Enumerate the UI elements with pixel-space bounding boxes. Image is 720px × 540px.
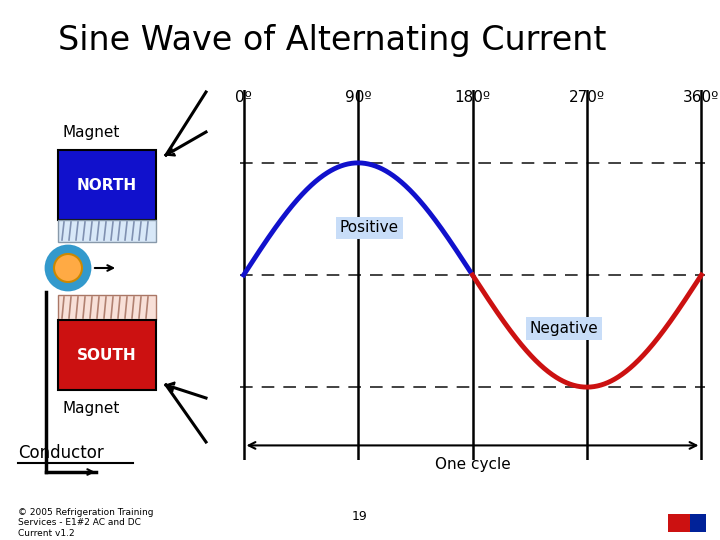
- FancyArrow shape: [166, 382, 175, 392]
- FancyArrow shape: [166, 147, 176, 156]
- Text: © 2005 Refrigeration Training
Services - E1#2 AC and DC
Current v1.2: © 2005 Refrigeration Training Services -…: [18, 508, 153, 538]
- Bar: [58, 295, 156, 320]
- Text: 19: 19: [352, 510, 368, 523]
- Text: 270º: 270º: [569, 90, 605, 105]
- Text: 360º: 360º: [683, 90, 719, 105]
- Text: NORTH: NORTH: [77, 178, 137, 192]
- Text: 180º: 180º: [454, 90, 490, 105]
- Text: Magnet: Magnet: [63, 401, 120, 415]
- Text: Negative: Negative: [530, 321, 598, 336]
- Text: Positive: Positive: [340, 220, 399, 235]
- Text: Magnet: Magnet: [63, 125, 120, 139]
- Text: Conductor: Conductor: [18, 444, 104, 462]
- Text: 0º: 0º: [235, 90, 252, 105]
- Bar: [58, 150, 156, 220]
- Text: SOUTH: SOUTH: [77, 348, 137, 362]
- Bar: [668, 514, 690, 532]
- Bar: [58, 320, 156, 390]
- Bar: [690, 514, 706, 532]
- Bar: [58, 220, 156, 242]
- Text: 90º: 90º: [345, 90, 372, 105]
- Circle shape: [54, 254, 82, 282]
- Circle shape: [46, 246, 90, 290]
- Text: Sine Wave of Alternating Current: Sine Wave of Alternating Current: [58, 24, 606, 57]
- Text: One cycle: One cycle: [435, 457, 510, 471]
